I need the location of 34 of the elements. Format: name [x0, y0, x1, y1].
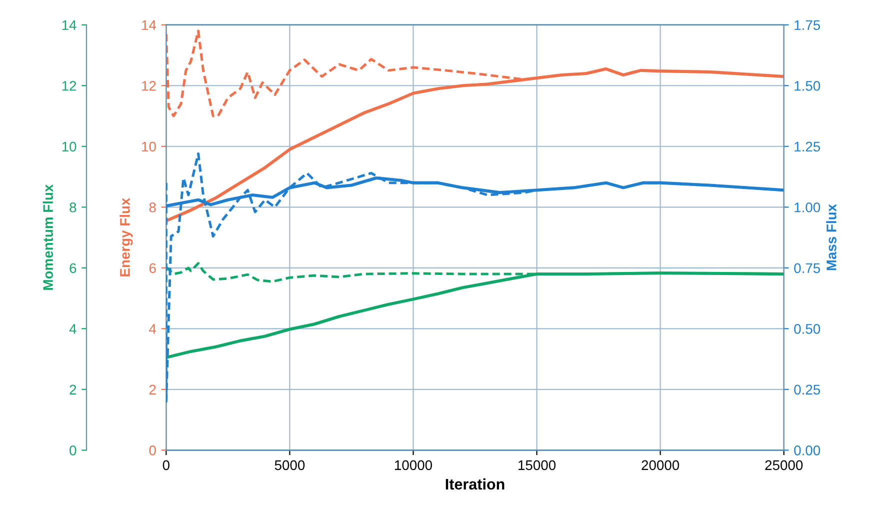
- y-tick-label: 0: [149, 446, 156, 456]
- y3-tick-label: 12: [62, 80, 76, 91]
- x-axis-title: Iteration: [446, 478, 504, 490]
- y2-axis-title: Mass Flux: [826, 204, 836, 270]
- x-tick-label: 10000: [395, 460, 432, 470]
- y2-tick-label: 1.25: [794, 142, 820, 152]
- y2-tick-label: 1.75: [794, 20, 820, 30]
- y2-tick-label: 1.00: [794, 202, 820, 212]
- y2-tick-label: 0.00: [794, 446, 820, 456]
- y-tick-label: 12: [142, 80, 156, 91]
- y-tick-label: 10: [142, 142, 156, 152]
- y3-tick-label: 6: [70, 263, 76, 274]
- x-tick-label: 25000: [765, 460, 803, 470]
- y2-tick-label: 0.50: [794, 324, 820, 334]
- x-tick-label: 15000: [518, 460, 556, 470]
- y2-tick-label: 1.50: [794, 80, 820, 91]
- y-tick-label: 4: [149, 324, 156, 334]
- y2-tick-label: 0.25: [794, 384, 820, 395]
- y-axis-title: Momentum Flux: [42, 184, 54, 290]
- y3-tick-label: 4: [69, 324, 76, 334]
- y3-tick-label: 8: [70, 202, 76, 212]
- y-tick-label: 8: [149, 202, 156, 212]
- y3-axis-title: Energy Flux: [120, 198, 133, 276]
- y3-tick-label: 10: [62, 142, 76, 152]
- y-tick-label: 14: [142, 20, 156, 30]
- y3-tick-label: 14: [62, 20, 76, 30]
- x-tick-label: 20000: [642, 460, 680, 470]
- y2-tick-label: 0.75: [794, 263, 820, 274]
- x-tick-label: 0: [162, 460, 170, 470]
- x-tick-label: 5000: [274, 460, 305, 470]
- y3-tick-label: 2: [70, 384, 76, 394]
- y3-tick-label: 0: [70, 446, 76, 456]
- y-tick-label: 6: [149, 263, 156, 274]
- y-tick-label: 2: [149, 384, 156, 394]
